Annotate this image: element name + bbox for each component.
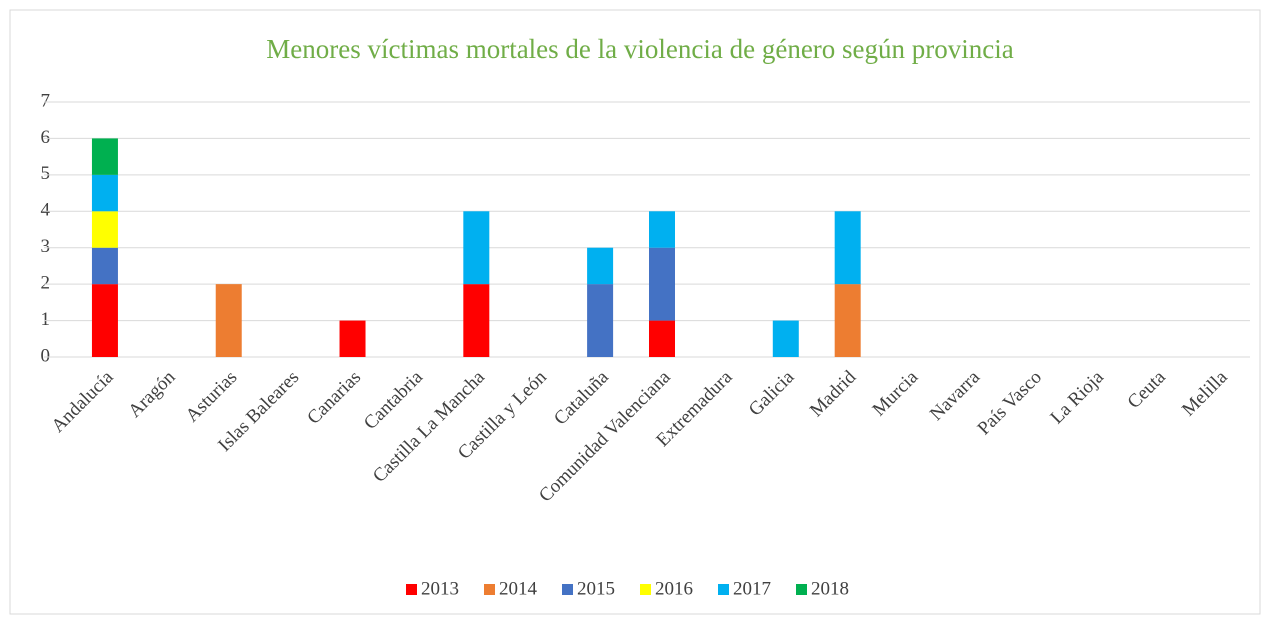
bar-segment — [463, 211, 490, 285]
legend-label: 2013 — [421, 578, 459, 599]
chart-frame — [9, 9, 1261, 615]
bar-segment — [649, 247, 675, 321]
bar-segment — [91, 174, 118, 212]
legend-swatch — [796, 584, 807, 595]
bar-segment — [91, 284, 118, 357]
legend-label: 2014 — [499, 578, 538, 599]
y-tick-label: 4 — [41, 200, 51, 221]
y-tick-label: 3 — [41, 236, 51, 257]
y-tick-label: 1 — [41, 309, 51, 330]
bar-segment — [587, 284, 614, 357]
legend-swatch — [406, 584, 417, 595]
bar-segment — [587, 247, 614, 285]
legend-label: 2017 — [733, 578, 771, 599]
legend-label: 2016 — [655, 578, 693, 599]
y-tick-label: 6 — [41, 127, 51, 148]
y-tick-label: 7 — [41, 90, 51, 111]
legend-swatch — [640, 584, 651, 595]
bar-segment — [649, 320, 675, 357]
legend-swatch — [562, 584, 573, 595]
y-tick-label: 0 — [41, 345, 51, 366]
legend-label: 2015 — [577, 578, 615, 599]
bar-segment — [339, 320, 366, 357]
legend-swatch — [718, 584, 729, 595]
bar-segment — [91, 247, 118, 285]
bar-segment — [215, 284, 242, 357]
chart-title: Menores víctimas mortales de la violenci… — [266, 34, 1014, 64]
y-tick-label: 2 — [41, 273, 51, 294]
legend-label: 2018 — [811, 578, 849, 599]
bar-segment — [772, 320, 799, 357]
y-tick-label: 5 — [41, 163, 51, 184]
bar-segment — [834, 284, 861, 357]
bar-segment — [463, 284, 490, 357]
bar-segment — [91, 138, 118, 175]
legend-swatch — [484, 584, 495, 595]
bar-segment — [91, 211, 118, 248]
bar-segment — [649, 211, 675, 248]
bar-segment — [834, 211, 861, 285]
